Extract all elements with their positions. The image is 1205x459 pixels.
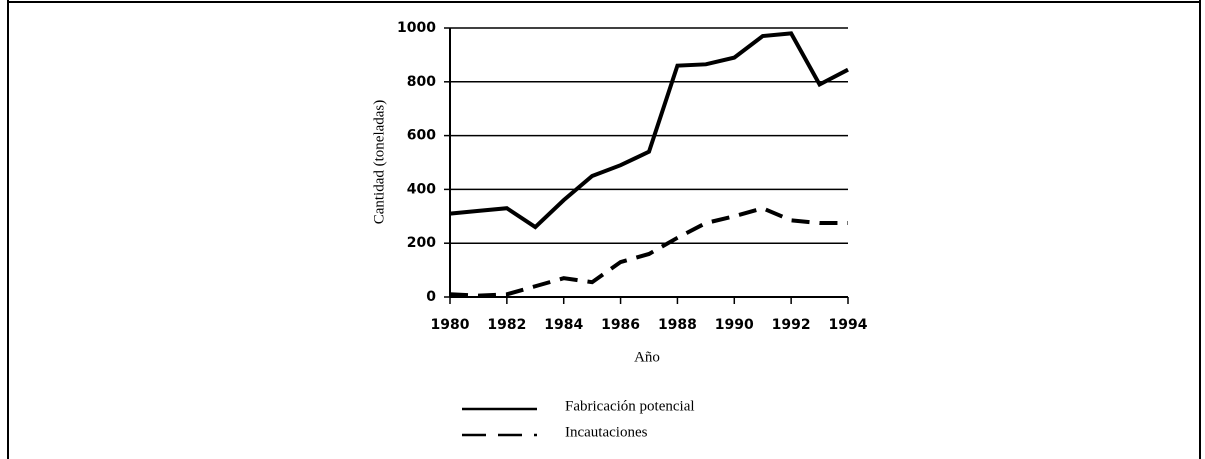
y-tick-label: 800 bbox=[407, 74, 436, 90]
x-axis-label: Año bbox=[634, 349, 660, 365]
legend-label: Fabricación potencial bbox=[565, 398, 695, 414]
y-tick-label: 0 bbox=[426, 289, 436, 305]
x-tick-label: 1982 bbox=[487, 317, 526, 333]
x-tick-label: 1994 bbox=[829, 317, 868, 333]
x-tick-label: 1992 bbox=[772, 317, 811, 333]
y-tick-label: 200 bbox=[407, 235, 436, 251]
x-tick-label: 1988 bbox=[658, 317, 697, 333]
x-tick-label: 1980 bbox=[431, 317, 470, 333]
series-line bbox=[449, 206, 848, 298]
x-tick-label: 1990 bbox=[715, 317, 754, 333]
series-line bbox=[449, 31, 849, 230]
y-axis-label: Cantidad (toneladas) bbox=[371, 100, 387, 225]
x-tick-label: 1986 bbox=[601, 317, 640, 333]
y-tick-label: 1000 bbox=[397, 20, 436, 36]
y-tick-label: 400 bbox=[407, 181, 436, 197]
legend-label: Incautaciones bbox=[565, 424, 648, 440]
x-tick-label: 1984 bbox=[544, 317, 583, 333]
y-tick-label: 600 bbox=[407, 128, 436, 144]
